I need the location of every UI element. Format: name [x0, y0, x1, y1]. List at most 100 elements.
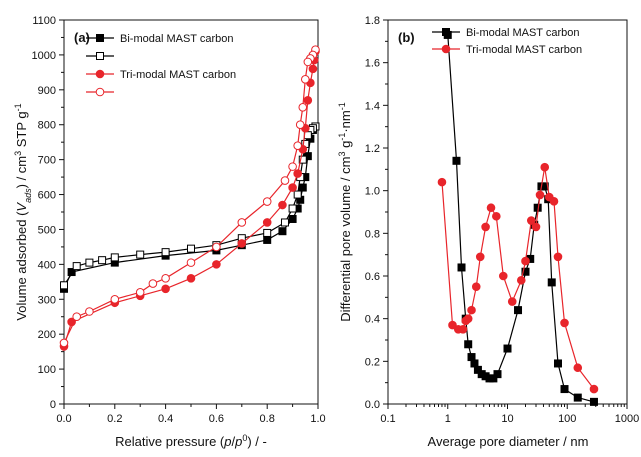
data-point [288, 183, 297, 192]
data-point [298, 155, 307, 164]
y-tick-label: 0.2 [365, 356, 380, 368]
legend-marker [95, 69, 105, 79]
data-point [589, 384, 599, 394]
legend-marker [441, 44, 451, 54]
data-point [540, 162, 550, 172]
data-point [503, 344, 512, 353]
data-point [295, 120, 305, 130]
data-point [467, 305, 476, 315]
data-point [212, 260, 221, 269]
data-point [303, 95, 313, 105]
data-point [573, 363, 583, 373]
y-tick-label: 100 [38, 364, 56, 376]
data-point [110, 294, 120, 304]
y-tick-label: 300 [38, 294, 56, 306]
legend-entry: Tri-modal MAST carbon [432, 44, 582, 56]
data-point [452, 156, 461, 165]
data-point [498, 271, 508, 281]
data-point [85, 258, 94, 267]
data-point [67, 268, 76, 277]
data-point [308, 64, 318, 74]
data-point [457, 263, 466, 272]
data-point [278, 200, 287, 210]
data-point [481, 222, 490, 232]
y-tick-label: 0.4 [365, 314, 380, 326]
data-point [110, 253, 119, 262]
series-2 [60, 122, 320, 290]
data-point [280, 218, 289, 227]
data-point [72, 312, 81, 322]
data-point [437, 177, 447, 187]
data-point [237, 218, 247, 227]
data-point [60, 281, 68, 290]
data-point [553, 359, 562, 368]
data-point [464, 340, 473, 349]
data-point [186, 258, 196, 267]
data-point [471, 282, 481, 291]
panel-b-y-axis-title: Differential pore volume / cm3 g-1·nm-1 [337, 102, 353, 322]
data-point [135, 287, 145, 297]
y-tick-label: 900 [38, 85, 56, 97]
legend-entry: Bi-modal MAST carbon [432, 27, 580, 39]
data-point [303, 57, 313, 67]
legend-label: Bi-modal MAST carbon [466, 27, 580, 39]
x-tick-label: 1.0 [310, 413, 325, 425]
panel-b-axes: 0.1 1 10 100 1000 0.0 0.2 0.4 0.6 0.8 1.0 1.2 1.4 1.6… [365, 15, 640, 425]
y-tick-label: 0.0 [365, 399, 380, 411]
legend-entry [86, 87, 114, 97]
data-point [493, 370, 502, 379]
data-point [463, 314, 473, 323]
x-tick-label: 0.8 [260, 413, 275, 425]
data-point [486, 203, 496, 213]
legend-entry [86, 52, 114, 60]
panel-a-y-axis-title: Volume adsorbed (Vads) / cm3 STP g-1 [13, 103, 33, 320]
data-point [535, 190, 545, 200]
x-tick-label: 100 [558, 413, 576, 425]
y-tick-label: 1.2 [365, 143, 380, 155]
data-point [161, 248, 170, 257]
data-point [298, 102, 308, 112]
data-point [475, 252, 485, 262]
data-point [278, 227, 287, 236]
data-point [458, 325, 468, 334]
data-point [589, 397, 598, 406]
x-tick-label: 0.1 [380, 413, 395, 425]
data-point [293, 141, 302, 150]
data-point [288, 162, 297, 171]
x-tick-label: 0.0 [56, 413, 71, 425]
data-point [549, 197, 559, 206]
data-point [521, 267, 530, 276]
data-point [507, 297, 517, 306]
data-point [448, 320, 457, 330]
data-point [161, 274, 170, 283]
panel-a-x-axis-title: Relative pressure (p/p0) / - [115, 433, 267, 449]
x-tick-label: 1000 [615, 413, 639, 425]
data-point [560, 385, 569, 394]
y-tick-label: 1.6 [365, 58, 380, 70]
y-tick-label: 600 [38, 190, 56, 202]
legend-marker [442, 28, 450, 36]
data-point [516, 275, 526, 285]
data-point [531, 222, 541, 232]
y-tick-label: 1.8 [365, 15, 380, 27]
x-tick-label: 0.2 [107, 413, 122, 425]
panel-b-legend: Bi-modal MAST carbon Tri-modal MAST carbo… [432, 27, 582, 56]
data-point [288, 214, 297, 223]
data-point [553, 252, 563, 262]
y-tick-label: 400 [38, 259, 56, 271]
data-point [237, 239, 247, 248]
legend-marker [96, 34, 104, 42]
data-point [526, 216, 536, 225]
legend-marker [96, 52, 104, 60]
y-tick-label: 800 [38, 120, 56, 132]
y-tick-label: 500 [38, 224, 56, 236]
data-point [161, 284, 170, 294]
legend-label: Tri-modal MAST carbon [466, 44, 582, 56]
y-tick-label: 1.0 [365, 186, 380, 198]
data-point [148, 279, 158, 288]
panel-a-label: (a) [74, 30, 90, 45]
panel-a-legend: Bi-modal MAST carbon Tri-modal MAST carbo… [86, 33, 236, 97]
legend-label: Bi-modal MAST carbon [120, 33, 234, 45]
data-point [186, 274, 196, 283]
